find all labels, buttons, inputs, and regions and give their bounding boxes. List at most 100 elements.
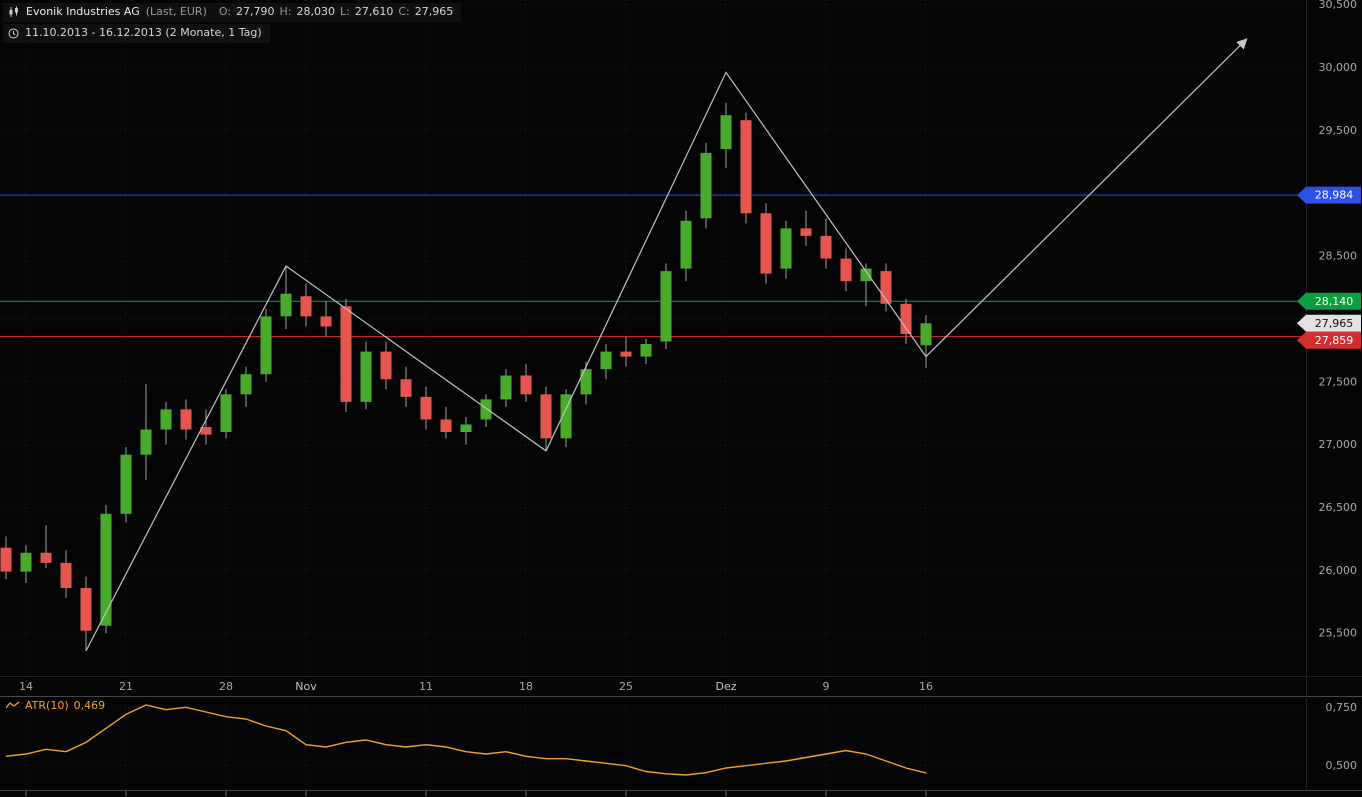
candle-body — [720, 115, 732, 150]
candle-body — [640, 344, 652, 357]
candle-body — [280, 293, 292, 317]
price-axis-label[interactable]: 27,859 — [1297, 331, 1361, 349]
candle-body — [100, 513, 112, 626]
close-value: 27,965 — [414, 5, 454, 18]
instrument-info-bar: Evonik Industries AG (Last, EUR) O: 27,7… — [3, 3, 462, 22]
candle-body — [220, 394, 232, 433]
candle-body — [740, 120, 752, 214]
indicator-name: ATR(10) — [25, 699, 69, 712]
price-tick-label: 29,500 — [1319, 124, 1358, 137]
series-type: (Last, EUR) — [145, 5, 207, 18]
candle-body — [780, 228, 792, 269]
candle-body — [480, 399, 492, 420]
candle-body — [860, 268, 872, 282]
vertical-gridlines — [25, 0, 927, 790]
candle-body — [340, 306, 352, 402]
date-tick-label: 9 — [823, 680, 830, 693]
date-tick-label: 25 — [619, 680, 633, 693]
price-tick-label: 30,000 — [1319, 61, 1358, 74]
price-tick-label: 30,500 — [1319, 0, 1358, 11]
price-tick-label: 26,000 — [1319, 564, 1358, 577]
close-label: C: — [398, 5, 410, 18]
candle-body — [920, 323, 932, 346]
date-tick-label: 18 — [519, 680, 533, 693]
candle-body — [300, 296, 312, 317]
candle-body — [540, 394, 552, 439]
svg-text:28,984: 28,984 — [1315, 189, 1354, 202]
price-tick-label: 25,500 — [1319, 627, 1358, 640]
date-tick-label: 14 — [19, 680, 33, 693]
candle-body — [660, 271, 672, 342]
indicator-label[interactable]: ATR(10) 0,469 — [6, 699, 105, 712]
atr-tick-label: 0,500 — [1326, 759, 1358, 772]
low-label: L: — [340, 5, 350, 18]
svg-text:28,140: 28,140 — [1315, 295, 1354, 308]
svg-text:27,965: 27,965 — [1315, 317, 1354, 330]
candle-body — [560, 394, 572, 439]
date-tick-label: Nov — [295, 680, 317, 693]
candle-body — [400, 379, 412, 397]
date-tick-label: 28 — [219, 680, 233, 693]
price-tick-label: 26,500 — [1319, 501, 1358, 514]
date-range-bar: 11.10.2013 - 16.12.2013 (2 Monate, 1 Tag… — [3, 24, 270, 43]
atr-tick-label: 0,750 — [1326, 701, 1358, 714]
clock-icon — [8, 28, 19, 39]
candle-body — [880, 271, 892, 304]
candle-body — [760, 213, 772, 274]
indicator-value: 0,469 — [73, 699, 106, 712]
candle-body — [440, 419, 452, 433]
price-tick-label: 28,500 — [1319, 250, 1358, 263]
candle-body — [800, 228, 812, 236]
trendline-drawing[interactable] — [85, 38, 1248, 652]
candlestick-chart-icon — [8, 6, 20, 18]
atr-indicator-line — [5, 704, 927, 776]
svg-text:27,859: 27,859 — [1315, 334, 1354, 347]
open-value: 27,790 — [236, 5, 275, 18]
candle-body — [380, 351, 392, 380]
open-label: O: — [218, 5, 232, 18]
candle-body — [60, 562, 72, 588]
candle-body — [500, 375, 512, 400]
price-axis-label[interactable]: 27,965 — [1297, 314, 1361, 332]
candle-body — [0, 547, 12, 572]
candle-body — [260, 316, 272, 375]
horizontal-gridlines — [0, 4, 1306, 767]
price-axis-label[interactable]: 28,984 — [1297, 186, 1361, 204]
candle-body — [180, 409, 192, 430]
date-range: 11.10.2013 - 16.12.2013 (2 Monate, 1 Tag… — [25, 26, 262, 39]
date-axis[interactable]: 14 21 28 Nov 11 18 25 Dez 9 16 — [19, 680, 933, 796]
date-tick-label: 16 — [919, 680, 933, 693]
candle-body — [320, 316, 332, 327]
horizontal-price-lines[interactable] — [0, 194, 1306, 338]
candle-body — [460, 424, 472, 433]
date-tick-label: 11 — [419, 680, 433, 693]
candle-body — [840, 258, 852, 282]
candle-body — [140, 429, 152, 455]
candle-body — [200, 427, 212, 435]
date-tick-label: 21 — [119, 680, 133, 693]
candle-body — [620, 351, 632, 357]
candle-body — [580, 369, 592, 395]
candle-body — [900, 303, 912, 334]
candle-body — [40, 552, 52, 563]
atr-line-icon — [6, 701, 20, 710]
instrument-name: Evonik Industries AG — [26, 5, 140, 18]
candle-body — [80, 587, 92, 631]
candle-body — [420, 396, 432, 420]
high-value: 28,030 — [296, 5, 336, 18]
candles-layer — [0, 102, 932, 651]
price-axis[interactable]: 30,500 30,000 29,500 28,500 27,500 27,000 26,5… — [1319, 0, 1358, 772]
high-label: H: — [279, 5, 292, 18]
candle-body — [160, 409, 172, 430]
price-tick-label: 27,000 — [1319, 438, 1358, 451]
candle-body — [520, 375, 532, 395]
candle-body — [120, 454, 132, 514]
price-axis-label[interactable]: 28,140 — [1297, 292, 1361, 310]
ohlc-values: O: 27,790 H: 28,030 L: 27,610 C: 27,965 — [219, 5, 453, 19]
zigzag-trendline — [85, 38, 1248, 652]
candle-body — [20, 552, 32, 572]
candle-body — [360, 351, 372, 402]
price-axis-labels[interactable]: 28,984 28,140 27,965 27,859 — [1297, 186, 1361, 349]
